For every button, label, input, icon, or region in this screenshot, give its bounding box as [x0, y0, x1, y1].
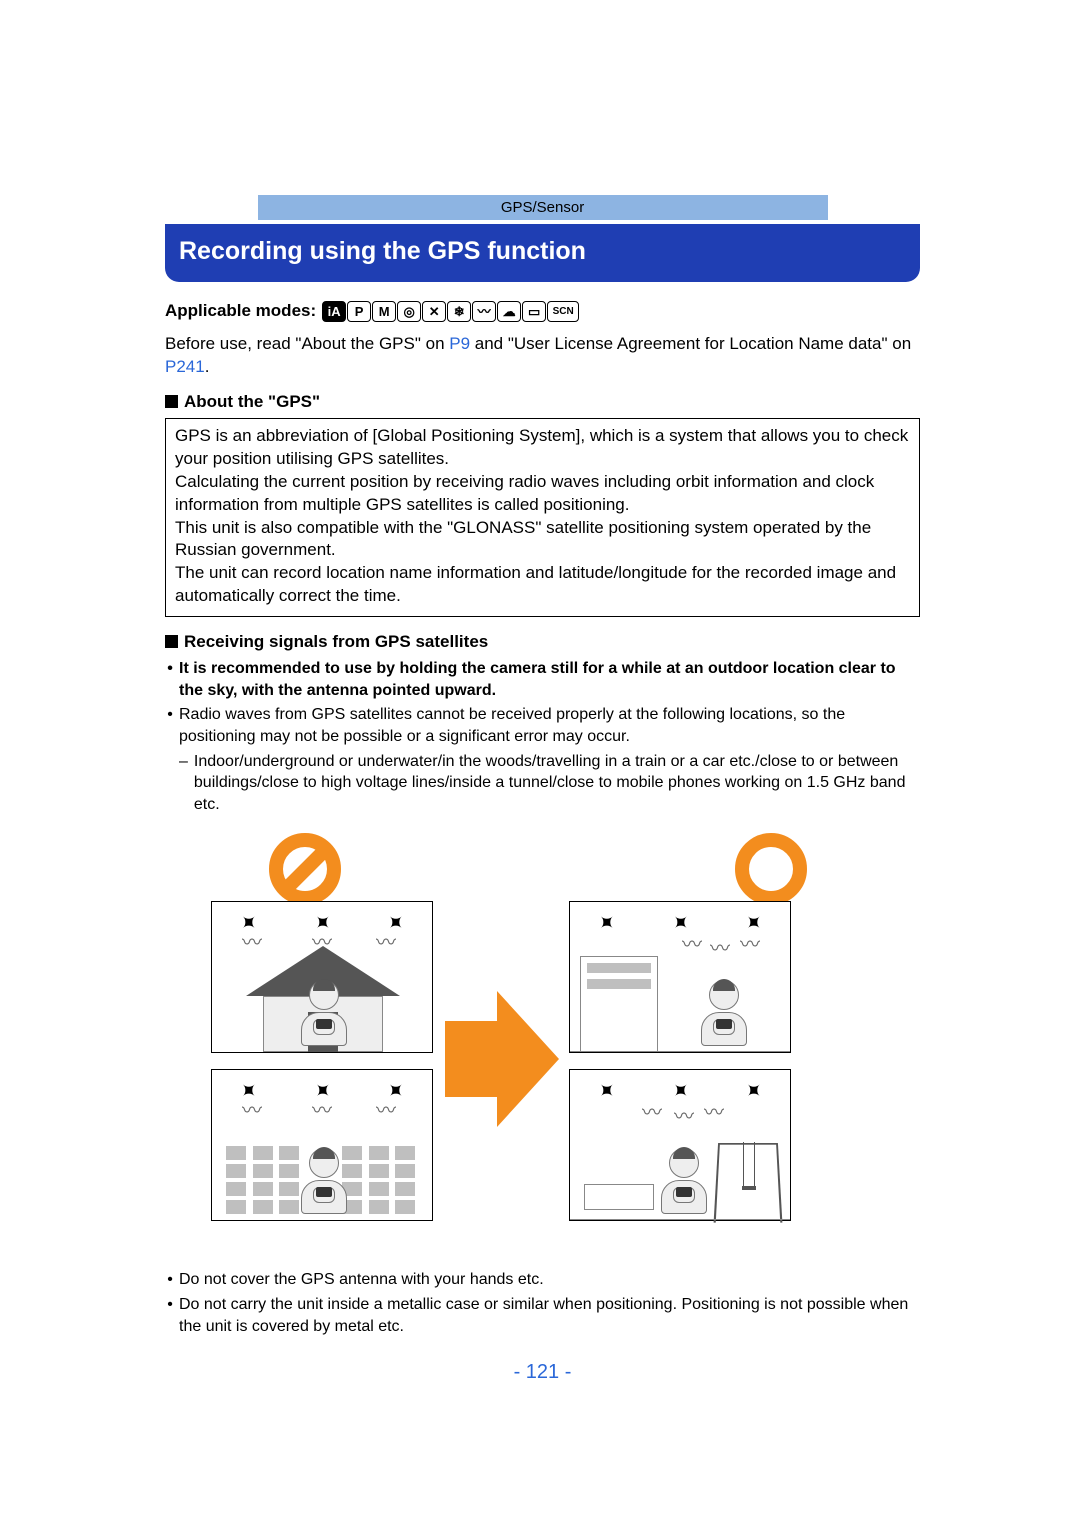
dot-icon: • [165, 1294, 175, 1337]
recommend-2-sub: – Indoor/underground or underwater/in th… [179, 751, 920, 816]
recommend-1: • It is recommended to use by holding th… [165, 658, 920, 701]
applicable-modes: Applicable modes: iA P M ◎ ✕ ❄ 〰 ☁ ▭ SCN [165, 300, 920, 323]
about-gps-box: GPS is an abbreviation of [Global Positi… [165, 418, 920, 618]
panel-buildings: ✦✦✦ 〰 〰 〰 [211, 1069, 433, 1221]
intro-text: Before use, read "About the GPS" on P9 a… [165, 333, 920, 379]
mode-icon-ia: iA [322, 301, 346, 322]
dot-icon: • [165, 704, 175, 747]
arrow-icon [445, 991, 557, 1127]
note-2: • Do not carry the unit inside a metalli… [165, 1294, 920, 1337]
about-p2: Calculating the current position by rece… [175, 471, 910, 517]
mode-icon-snow: ❄ [447, 301, 471, 322]
dot-icon: • [165, 1269, 175, 1291]
recommend-2-text: Radio waves from GPS satellites cannot b… [179, 704, 920, 747]
about-heading-text: About the "GPS" [184, 391, 320, 414]
link-p9[interactable]: P9 [449, 334, 470, 353]
intro-pre: Before use, read "About the GPS" on [165, 334, 449, 353]
about-p3: This unit is also compatible with the "G… [175, 517, 910, 563]
note-1: • Do not cover the GPS antenna with your… [165, 1269, 920, 1291]
intro-post: . [205, 357, 210, 376]
page-number: - 121 - [165, 1359, 920, 1386]
intro-mid: and "User License Agreement for Location… [470, 334, 911, 353]
mode-icon-creative: ◎ [397, 301, 421, 322]
recommend-2: • Radio waves from GPS satellites cannot… [165, 704, 920, 747]
prohibit-icon [269, 833, 341, 905]
about-p4: The unit can record location name inform… [175, 562, 910, 608]
note-1-text: Do not cover the GPS antenna with your h… [179, 1269, 544, 1291]
note-2-text: Do not carry the unit inside a metallic … [179, 1294, 920, 1337]
mode-icon-sport: ✕ [422, 301, 446, 322]
about-gps-heading: About the "GPS" [165, 391, 920, 414]
mode-icon-m: M [372, 301, 396, 322]
square-bullet-icon [165, 635, 178, 648]
mode-icon-p: P [347, 301, 371, 322]
mode-icon-under: ☁ [497, 301, 521, 322]
link-p241[interactable]: P241 [165, 357, 205, 376]
panel-indoor: ✦✦✦ 〰 〰 〰 [211, 901, 433, 1053]
mode-icon-beach: 〰 [472, 301, 496, 322]
mode-icon-pano: ▭ [522, 301, 546, 322]
dot-icon: • [165, 658, 175, 701]
dash-icon: – [179, 751, 188, 816]
breadcrumb: GPS/Sensor [258, 195, 828, 220]
ok-icon [735, 833, 807, 905]
receiving-heading: Receiving signals from GPS satellites [165, 631, 920, 654]
page-title: Recording using the GPS function [165, 224, 920, 282]
square-bullet-icon [165, 395, 178, 408]
panel-outdoor-1: ✦✦✦ 〰 〰 〰 [569, 901, 791, 1053]
mode-icon-scn: SCN [547, 301, 579, 322]
about-p1: GPS is an abbreviation of [Global Positi… [175, 425, 910, 471]
receiving-heading-text: Receiving signals from GPS satellites [184, 631, 488, 654]
modes-label: Applicable modes: [165, 300, 316, 323]
recommend-1-text: It is recommended to use by holding the … [179, 658, 920, 701]
gps-illustration: ✦✦✦ 〰 〰 〰 ✦✦✦ 〰 〰 〰 [165, 841, 919, 1255]
recommend-2-sub-text: Indoor/underground or underwater/in the … [194, 751, 920, 816]
panel-outdoor-2: ✦✦✦ 〰 〰 〰 [569, 1069, 791, 1221]
